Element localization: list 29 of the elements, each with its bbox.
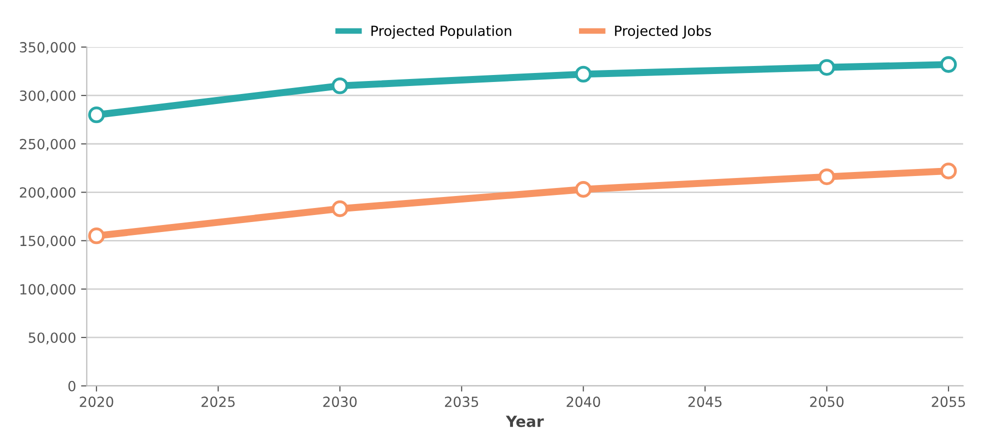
x-tick-label: 2055: [932, 396, 965, 408]
point: [332, 200, 348, 218]
point: [818, 59, 836, 76]
x-tick-label: 2045: [688, 396, 722, 408]
y-tick-label: 50,000: [28, 332, 76, 344]
point: [332, 77, 348, 94]
x-axis-title: Year: [506, 416, 544, 428]
x-tick-label: 2050: [810, 396, 844, 408]
point: [88, 228, 105, 244]
x-tick-label: 2035: [444, 396, 478, 408]
y-tick-label: 150,000: [20, 236, 76, 248]
y-tick-label: 250,000: [20, 138, 76, 151]
point: [940, 56, 957, 73]
point: [818, 168, 836, 186]
point: [940, 162, 957, 180]
y-tick-label: 200,000: [20, 187, 76, 200]
y-tick-label: 0: [68, 380, 76, 392]
x-tick-label: 2025: [202, 396, 235, 408]
y-tick-label: 100,000: [20, 284, 76, 296]
x-tick-label: 2020: [80, 396, 114, 408]
legend-label: Projected Jobs: [615, 25, 711, 39]
x-tick-label: 2030: [323, 396, 357, 408]
point: [575, 66, 592, 83]
y-tick-label: 350,000: [20, 42, 76, 54]
point: [88, 106, 105, 124]
legend-label: Projected Population: [371, 25, 512, 39]
x-tick-label: 2040: [566, 396, 600, 408]
point: [575, 181, 592, 198]
y-tick-label: 300,000: [20, 90, 76, 102]
